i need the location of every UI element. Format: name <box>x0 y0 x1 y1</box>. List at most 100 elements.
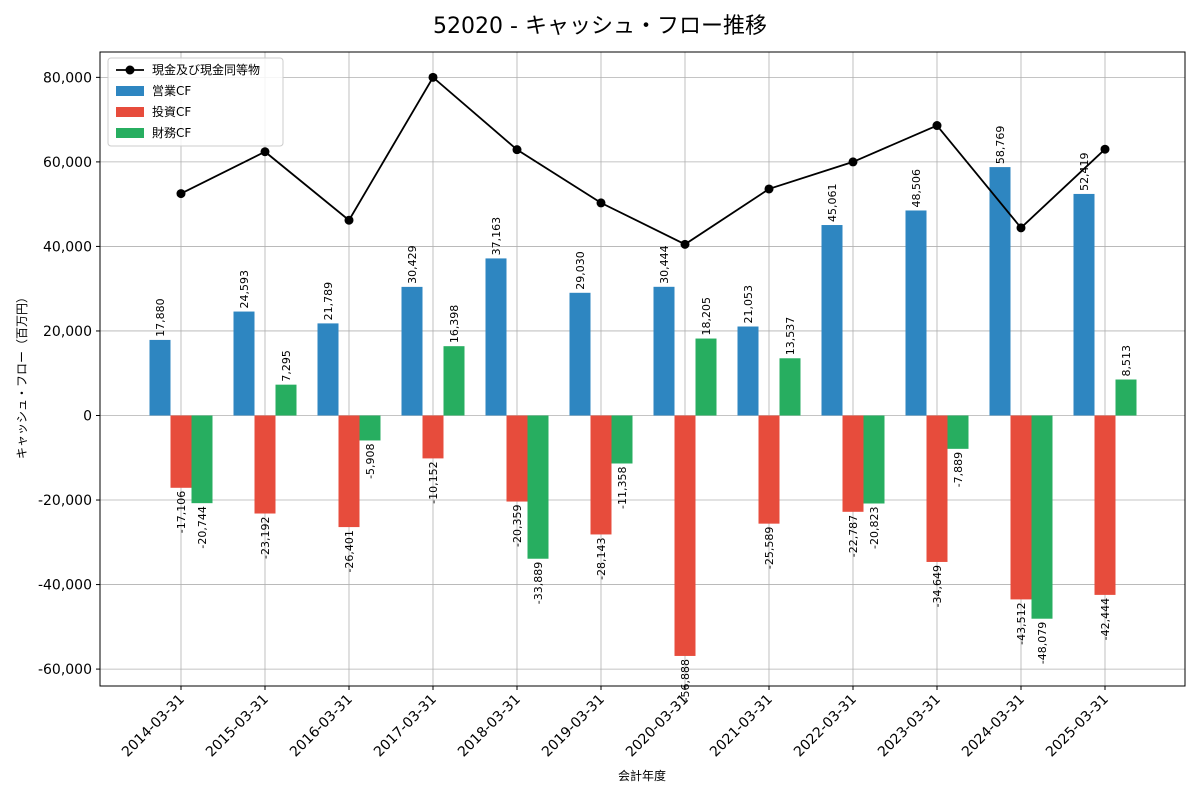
bar-投資CF-2014-03-31 <box>170 415 192 488</box>
bar-value-label: -42,444 <box>1099 598 1112 640</box>
bar-value-label: -25,589 <box>763 527 776 569</box>
bar-value-label: -34,649 <box>931 565 944 607</box>
bar-営業CF-2015-03-31 <box>233 311 255 416</box>
legend-swatch-marker <box>125 65 135 75</box>
bar-value-label: 21,053 <box>742 285 755 324</box>
y-tick-label: 40,000 <box>43 239 92 255</box>
bar-営業CF-2016-03-31 <box>317 323 339 416</box>
y-tick-label: -20,000 <box>38 493 92 509</box>
bar-投資CF-2024-03-31 <box>1010 415 1032 600</box>
bar-投資CF-2023-03-31 <box>926 415 948 562</box>
bar-営業CF-2018-03-31 <box>485 258 507 416</box>
bar-value-label: 48,506 <box>910 169 923 208</box>
bar-value-label: 45,061 <box>826 184 839 223</box>
bar-value-label: -26,401 <box>343 530 356 572</box>
cash-point-2018-03-31 <box>512 145 522 155</box>
bar-営業CF-2021-03-31 <box>737 326 759 416</box>
bar-財務CF-2023-03-31 <box>947 415 969 449</box>
cash-point-2022-03-31 <box>848 157 858 167</box>
bar-投資CF-2021-03-31 <box>758 415 780 524</box>
y-tick-label: -40,000 <box>38 578 92 594</box>
bar-value-label: -10,152 <box>427 461 440 503</box>
bar-営業CF-2017-03-31 <box>401 286 423 416</box>
bar-財務CF-2016-03-31 <box>359 415 381 441</box>
legend-label: 現金及び現金同等物 <box>152 62 260 77</box>
bar-投資CF-2020-03-31 <box>674 415 696 656</box>
cash-point-2016-03-31 <box>344 215 354 225</box>
legend-swatch <box>116 128 144 138</box>
data-labels: 17,880 24,593 21,789 30,429 37,163 29,030 30,4… <box>154 126 1133 702</box>
legend-label: 営業CF <box>152 84 191 98</box>
bar-value-label: 7,295 <box>280 350 293 382</box>
bar-営業CF-2019-03-31 <box>569 292 591 416</box>
bar-value-label: -33,889 <box>532 562 545 604</box>
bar-value-label: -22,787 <box>847 515 860 557</box>
bar-value-label: -23,192 <box>259 517 272 559</box>
bar-value-label: -28,143 <box>595 537 608 579</box>
bar-財務CF-2018-03-31 <box>527 415 549 559</box>
bar-財務CF-2017-03-31 <box>443 346 465 416</box>
bar-投資CF-2016-03-31 <box>338 415 360 528</box>
x-axis-label: 会計年度 <box>618 768 666 783</box>
cash-point-2017-03-31 <box>428 72 438 82</box>
bar-財務CF-2015-03-31 <box>275 384 297 416</box>
chart-title: 52020 - キャッシュ・フロー推移 <box>433 14 767 39</box>
bar-value-label: 30,444 <box>658 245 671 284</box>
bar-財務CF-2021-03-31 <box>779 358 801 416</box>
bar-value-label: -20,823 <box>868 507 881 549</box>
y-tick-label: 20,000 <box>43 324 92 340</box>
bar-value-label: -7,889 <box>952 452 965 487</box>
cash-point-2025-03-31 <box>1100 144 1110 154</box>
bar-value-label: -17,106 <box>175 491 188 533</box>
bar-value-label: 37,163 <box>490 217 503 256</box>
bar-営業CF-2022-03-31 <box>821 225 843 416</box>
bar-value-label: -5,908 <box>364 443 377 478</box>
bar-営業CF-2014-03-31 <box>149 339 171 416</box>
bar-投資CF-2018-03-31 <box>506 415 528 502</box>
bar-財務CF-2019-03-31 <box>611 415 633 464</box>
bar-value-label: 16,398 <box>448 305 461 344</box>
bar-財務CF-2025-03-31 <box>1115 379 1137 416</box>
legend-label: 財務CF <box>152 125 191 140</box>
bar-value-label: 58,769 <box>994 126 1007 165</box>
bars <box>149 167 1137 656</box>
legend-label: 投資CF <box>152 104 191 119</box>
bar-投資CF-2019-03-31 <box>590 415 612 535</box>
bar-value-label: 24,593 <box>238 270 251 309</box>
bar-投資CF-2015-03-31 <box>254 415 276 514</box>
cash-point-2021-03-31 <box>764 184 774 194</box>
cash-point-2015-03-31 <box>260 147 270 157</box>
bar-value-label: 8,513 <box>1120 345 1133 377</box>
bar-value-label: 29,030 <box>574 251 587 290</box>
bar-value-label: 18,205 <box>700 297 713 336</box>
bar-value-label: -20,744 <box>196 506 209 548</box>
y-tick-label: 0 <box>83 408 92 424</box>
bar-value-label: 21,789 <box>322 282 335 321</box>
bar-value-label: -48,079 <box>1036 622 1049 664</box>
bar-value-label: 30,429 <box>406 245 419 284</box>
cash-point-2019-03-31 <box>596 198 606 208</box>
legend-swatch <box>116 86 144 96</box>
bar-財務CF-2020-03-31 <box>695 338 717 416</box>
bar-value-label: -56,888 <box>679 659 692 701</box>
cash-point-2014-03-31 <box>176 189 186 199</box>
cash-point-2023-03-31 <box>932 121 942 131</box>
bar-value-label: 13,537 <box>784 317 797 356</box>
bar-value-label: 52,419 <box>1078 152 1091 191</box>
plot-frame <box>99 51 1186 687</box>
bar-value-label: -11,358 <box>616 466 629 508</box>
cash-point-2024-03-31 <box>1016 223 1026 233</box>
bar-投資CF-2017-03-31 <box>422 415 444 459</box>
y-axis-label: キャッシュ・フロー（百万円） <box>15 291 29 459</box>
bar-営業CF-2023-03-31 <box>905 210 927 416</box>
cash-line <box>176 72 1110 249</box>
bar-value-label: -43,512 <box>1015 602 1028 644</box>
legend-swatch <box>116 107 144 117</box>
cash-line-path <box>180 75 1106 246</box>
y-tick-label: 60,000 <box>43 155 92 171</box>
bar-value-label: -20,359 <box>511 505 524 547</box>
bar-投資CF-2022-03-31 <box>842 415 864 512</box>
